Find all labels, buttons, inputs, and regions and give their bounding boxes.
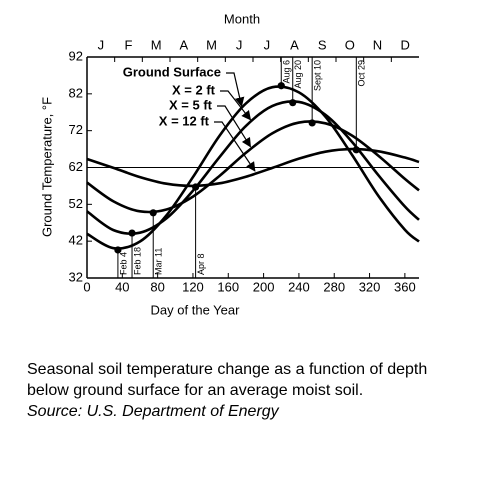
y-tick-label: 32	[69, 269, 83, 284]
series-line	[86, 85, 420, 250]
y-tick-label: 42	[69, 233, 83, 248]
event-label: Feb 18	[132, 247, 142, 275]
month-label: J	[236, 37, 243, 52]
series-line	[86, 147, 420, 188]
event-point	[192, 183, 200, 191]
leader-arrow	[214, 121, 256, 172]
month-label: F	[125, 37, 133, 52]
caption-source: Source: U.S. Department of Energy	[27, 403, 280, 420]
x-tick-label: 120	[182, 279, 204, 294]
caption-line: Seasonal soil temperature change as a fu…	[27, 361, 427, 378]
x-tick-label: 40	[115, 279, 129, 294]
event-point	[128, 229, 136, 237]
month-label: A	[290, 37, 299, 52]
x-tick-label: 200	[253, 279, 275, 294]
chart-title: Month	[224, 11, 260, 26]
event-point	[289, 99, 297, 107]
series-line	[86, 100, 420, 235]
x-tick-label: 320	[359, 279, 381, 294]
y-tick-label: 62	[69, 159, 83, 174]
legend-label: X = 5 ft	[169, 97, 213, 112]
x-tick-label: 0	[83, 279, 90, 294]
leader-arrow	[220, 90, 252, 121]
x-tick-label: 240	[288, 279, 310, 294]
event-point	[308, 119, 316, 127]
legend-label: X = 2 ft	[172, 82, 216, 97]
month-label: J	[264, 37, 271, 52]
y-tick-label: 92	[69, 48, 83, 63]
month-label: M	[206, 37, 217, 52]
month-label: J	[98, 37, 105, 52]
x-tick-label: 360	[394, 279, 416, 294]
month-label: S	[318, 37, 327, 52]
event-point	[149, 209, 157, 217]
x-tick-label: 80	[150, 279, 164, 294]
x-axis-label: Day of the Year	[151, 302, 241, 317]
x-tick-label: 280	[323, 279, 345, 294]
event-label: Feb 4	[118, 252, 128, 275]
event-label: Aug 6	[282, 60, 292, 84]
series-line	[86, 120, 420, 214]
event-label: Oct 29	[357, 60, 367, 87]
leader-arrow	[217, 105, 251, 148]
event-point	[114, 246, 122, 254]
month-label: N	[373, 37, 382, 52]
event-point	[277, 82, 285, 90]
leader-arrow	[226, 72, 245, 107]
y-tick-label: 82	[69, 85, 83, 100]
y-tick-label: 52	[69, 196, 83, 211]
x-tick-label: 160	[217, 279, 239, 294]
month-label: D	[400, 37, 409, 52]
month-label: M	[151, 37, 162, 52]
legend-label: X = 12 ft	[159, 113, 210, 128]
event-label: Mar 11	[154, 248, 164, 275]
caption-line: below ground surface for an average mois…	[27, 382, 363, 399]
y-tick-label: 72	[69, 122, 83, 137]
event-label: Apr 8	[196, 253, 206, 275]
month-label: O	[345, 37, 355, 52]
event-label: Aug 20	[293, 60, 303, 89]
event-point	[352, 146, 360, 154]
event-label: Sept 10	[313, 60, 323, 91]
month-label: A	[179, 37, 188, 52]
y-axis-label: Ground Temperature, °F	[39, 97, 54, 237]
legend-label: Ground Surface	[123, 64, 221, 79]
